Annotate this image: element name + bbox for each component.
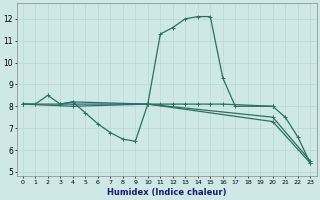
X-axis label: Humidex (Indice chaleur): Humidex (Indice chaleur) <box>107 188 226 197</box>
